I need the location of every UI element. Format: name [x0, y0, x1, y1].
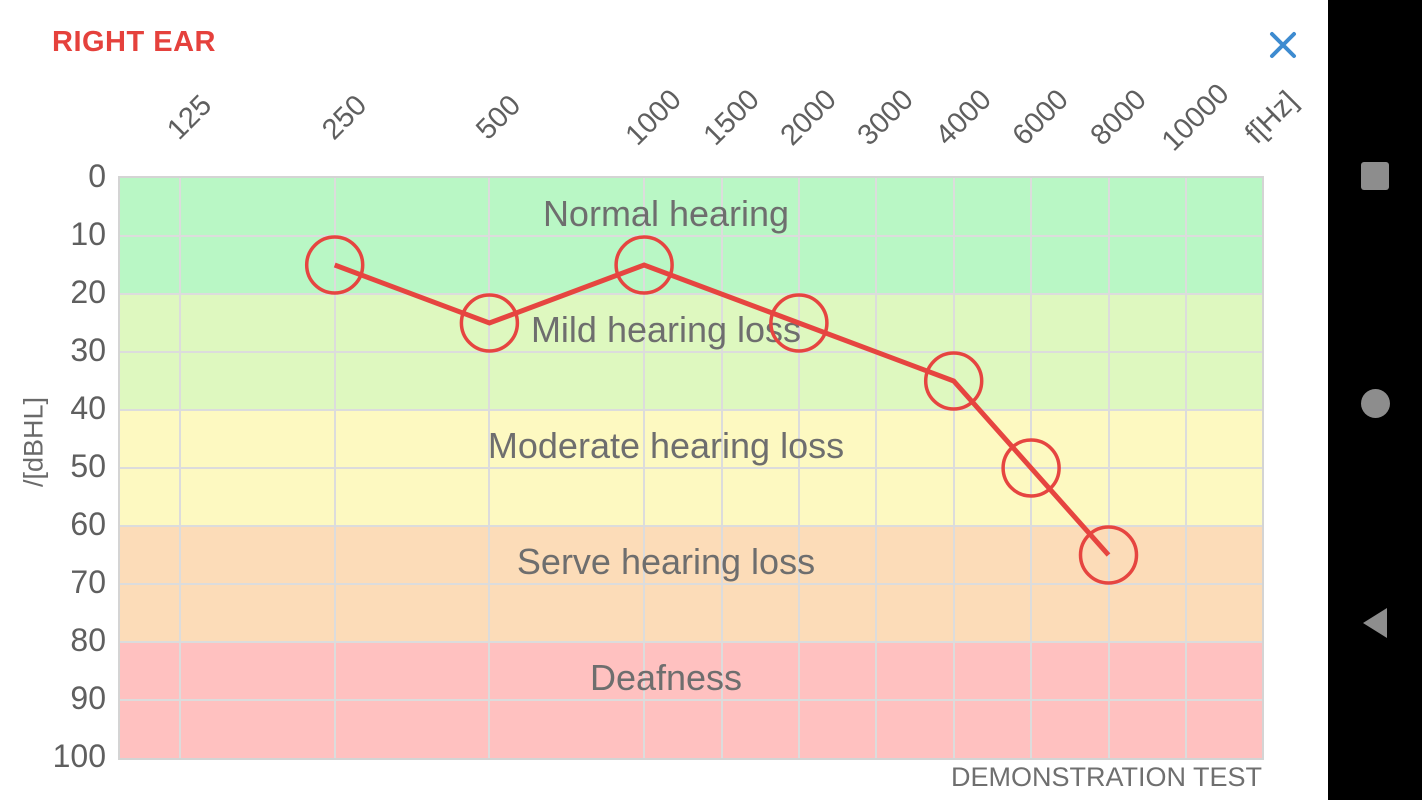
home-circle-icon: [1360, 388, 1390, 418]
x-tick-label: 6000: [1006, 83, 1075, 152]
h-gridline: [120, 699, 1262, 701]
y-tick-label: 50: [70, 448, 106, 485]
v-gridline: [488, 178, 491, 758]
back-triangle-icon: [1363, 608, 1387, 638]
x-tick-label: 125: [161, 89, 219, 147]
x-tick-label: 8000: [1084, 83, 1153, 152]
close-icon: [1270, 32, 1296, 58]
v-gridline: [1184, 178, 1187, 758]
h-gridline: [120, 583, 1262, 585]
plot-area: Normal hearing Mild hearing loss Moderate …: [118, 176, 1264, 760]
y-tick-label: 100: [52, 738, 106, 775]
y-tick-label: 90: [70, 680, 106, 717]
h-gridline: [120, 235, 1262, 237]
x-tick-label: 500: [470, 89, 528, 147]
x-tick-label: 1500: [697, 83, 766, 152]
v-gridline: [1107, 178, 1110, 758]
y-tick-label: 70: [70, 564, 106, 601]
h-gridline: [120, 409, 1262, 411]
band-label-serve-hearing-loss: Serve hearing loss: [516, 541, 816, 582]
home-button[interactable]: [1328, 373, 1422, 433]
y-tick-label: 20: [70, 274, 106, 311]
android-nav-bar: [1328, 0, 1422, 800]
v-gridline: [333, 178, 336, 758]
y-tick-label: 80: [70, 622, 106, 659]
h-gridline: [120, 525, 1262, 527]
recents-button[interactable]: [1328, 146, 1422, 206]
y-tick-label: 0: [88, 158, 106, 195]
h-gridline: [120, 641, 1262, 643]
y-tick-label: 30: [70, 332, 106, 369]
band-label-normal-hearing: Normal hearing: [542, 193, 790, 234]
x-tick-label: 3000: [851, 83, 921, 152]
v-gridline: [1030, 178, 1033, 758]
band-label-mild-hearing-loss: Mild hearing loss: [530, 309, 802, 350]
close-button[interactable]: [1264, 26, 1302, 64]
x-tick-label: 250: [315, 89, 373, 147]
y-tick-label: 40: [70, 390, 106, 427]
x-tick-label: 2000: [774, 83, 843, 152]
h-gridline: [120, 467, 1262, 469]
x-axis-unit-label: f[Hz]: [1239, 85, 1305, 151]
band-label-moderate-hearing-loss: Moderate hearing loss: [487, 425, 845, 466]
h-gridline: [120, 293, 1262, 295]
x-tick-label: 1000: [619, 83, 688, 152]
v-gridline: [797, 178, 800, 758]
v-gridline: [875, 178, 878, 758]
back-button[interactable]: [1328, 593, 1422, 653]
y-tick-label: 60: [70, 506, 106, 543]
v-gridline: [952, 178, 955, 758]
page-title: RIGHT EAR: [52, 26, 216, 58]
recents-square-icon: [1361, 162, 1389, 190]
h-gridline: [120, 351, 1262, 353]
x-tick-label: 10000: [1155, 77, 1236, 158]
v-gridline: [179, 178, 181, 758]
band-label-deafness: Deafness: [589, 657, 743, 698]
watermark-text: DEMONSTRATION TEST: [950, 762, 1262, 792]
y-tick-label: 10: [70, 216, 106, 253]
x-tick-label: 4000: [929, 83, 998, 152]
